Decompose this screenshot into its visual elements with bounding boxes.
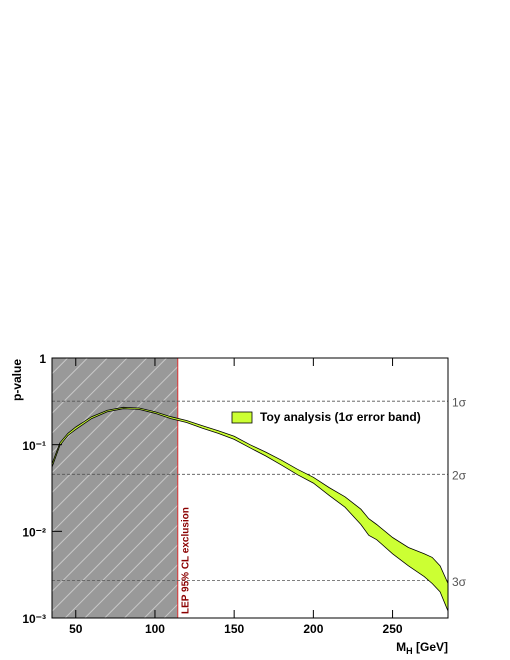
legend-swatch — [231, 411, 253, 424]
legend-label: Toy analysis (1σ error band) — [260, 410, 421, 424]
x-tick-label: 150 — [224, 622, 244, 636]
exclusion-region — [52, 358, 178, 618]
x-axis-label: MH [GeV] — [396, 640, 448, 656]
exclusion-label: LEP 95% CL exclusion — [180, 507, 191, 614]
plot-frame — [51, 357, 449, 619]
band-upper-edge — [52, 406, 448, 584]
band-lower-edge — [52, 408, 448, 612]
plot-area — [52, 358, 448, 618]
sigma-label: 3σ — [452, 575, 467, 589]
y-tick-label: 1 — [39, 352, 46, 366]
x-tick-label: 50 — [69, 622, 83, 636]
y-tick-label: 10⁻² — [22, 526, 46, 540]
sigma-label: 1σ — [452, 395, 467, 409]
x-tick-label: 200 — [303, 622, 323, 636]
x-tick-label: 250 — [383, 622, 403, 636]
y-tick-label: 10⁻¹ — [22, 439, 46, 453]
sigma-label: 2σ — [452, 468, 467, 482]
y-tick-label: 10⁻³ — [22, 612, 46, 626]
x-tick-label: 100 — [145, 622, 165, 636]
y-axis-label: p-value — [10, 359, 24, 401]
